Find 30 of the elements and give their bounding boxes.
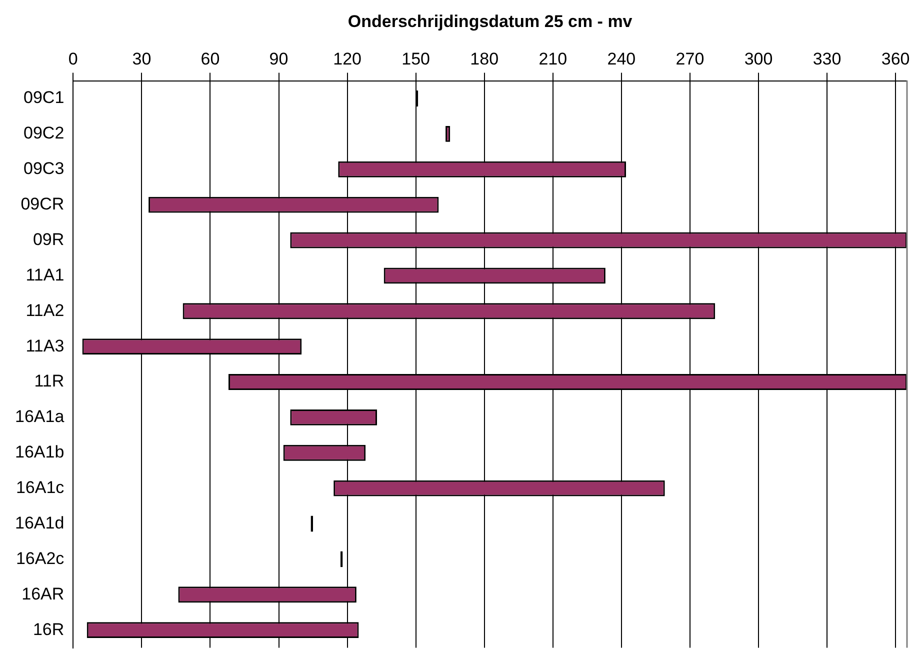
x-axis-title: Onderschrijdingsdatum 25 cm - mv — [348, 12, 633, 31]
x-tick-label: 90 — [269, 49, 288, 68]
y-tick-label: 16R — [32, 620, 64, 639]
y-tick-label: 11R — [34, 372, 64, 391]
y-tick-label: 16A1a — [14, 407, 65, 426]
x-tick-label: 180 — [470, 49, 499, 68]
y-tick-label: 09C2 — [24, 124, 64, 143]
x-tick-label: 210 — [538, 49, 568, 68]
y-tick-label: 11A2 — [26, 300, 64, 320]
x-tick-label: 330 — [812, 49, 842, 68]
y-tick-label: 11A1 — [26, 265, 64, 284]
x-tick-label: 0 — [68, 49, 78, 68]
x-tick-label: 30 — [132, 49, 152, 68]
x-tick-label: 360 — [881, 49, 910, 68]
y-tick-label: 16A2c — [16, 548, 65, 568]
y-tick-label: 16A1c — [16, 478, 65, 498]
y-tick-label: 09CR — [20, 194, 64, 214]
x-tick-label: 150 — [402, 49, 430, 68]
y-tick-label: 16AR — [22, 584, 64, 604]
y-tick-label: 11A3 — [26, 336, 64, 356]
x-tick-label: 270 — [676, 49, 704, 68]
y-tick-label: 09C3 — [24, 159, 64, 178]
y-tick-label: 09R — [32, 230, 64, 249]
x-tick-label: 300 — [744, 49, 773, 68]
x-tick-label: 240 — [607, 49, 636, 68]
y-tick-label: 09C1 — [24, 88, 64, 108]
x-tick-label: 60 — [200, 49, 220, 68]
x-tick-label: 120 — [333, 49, 362, 68]
y-tick-label: 16A1b — [14, 442, 64, 462]
y-tick-label: 16A1d — [14, 513, 64, 532]
